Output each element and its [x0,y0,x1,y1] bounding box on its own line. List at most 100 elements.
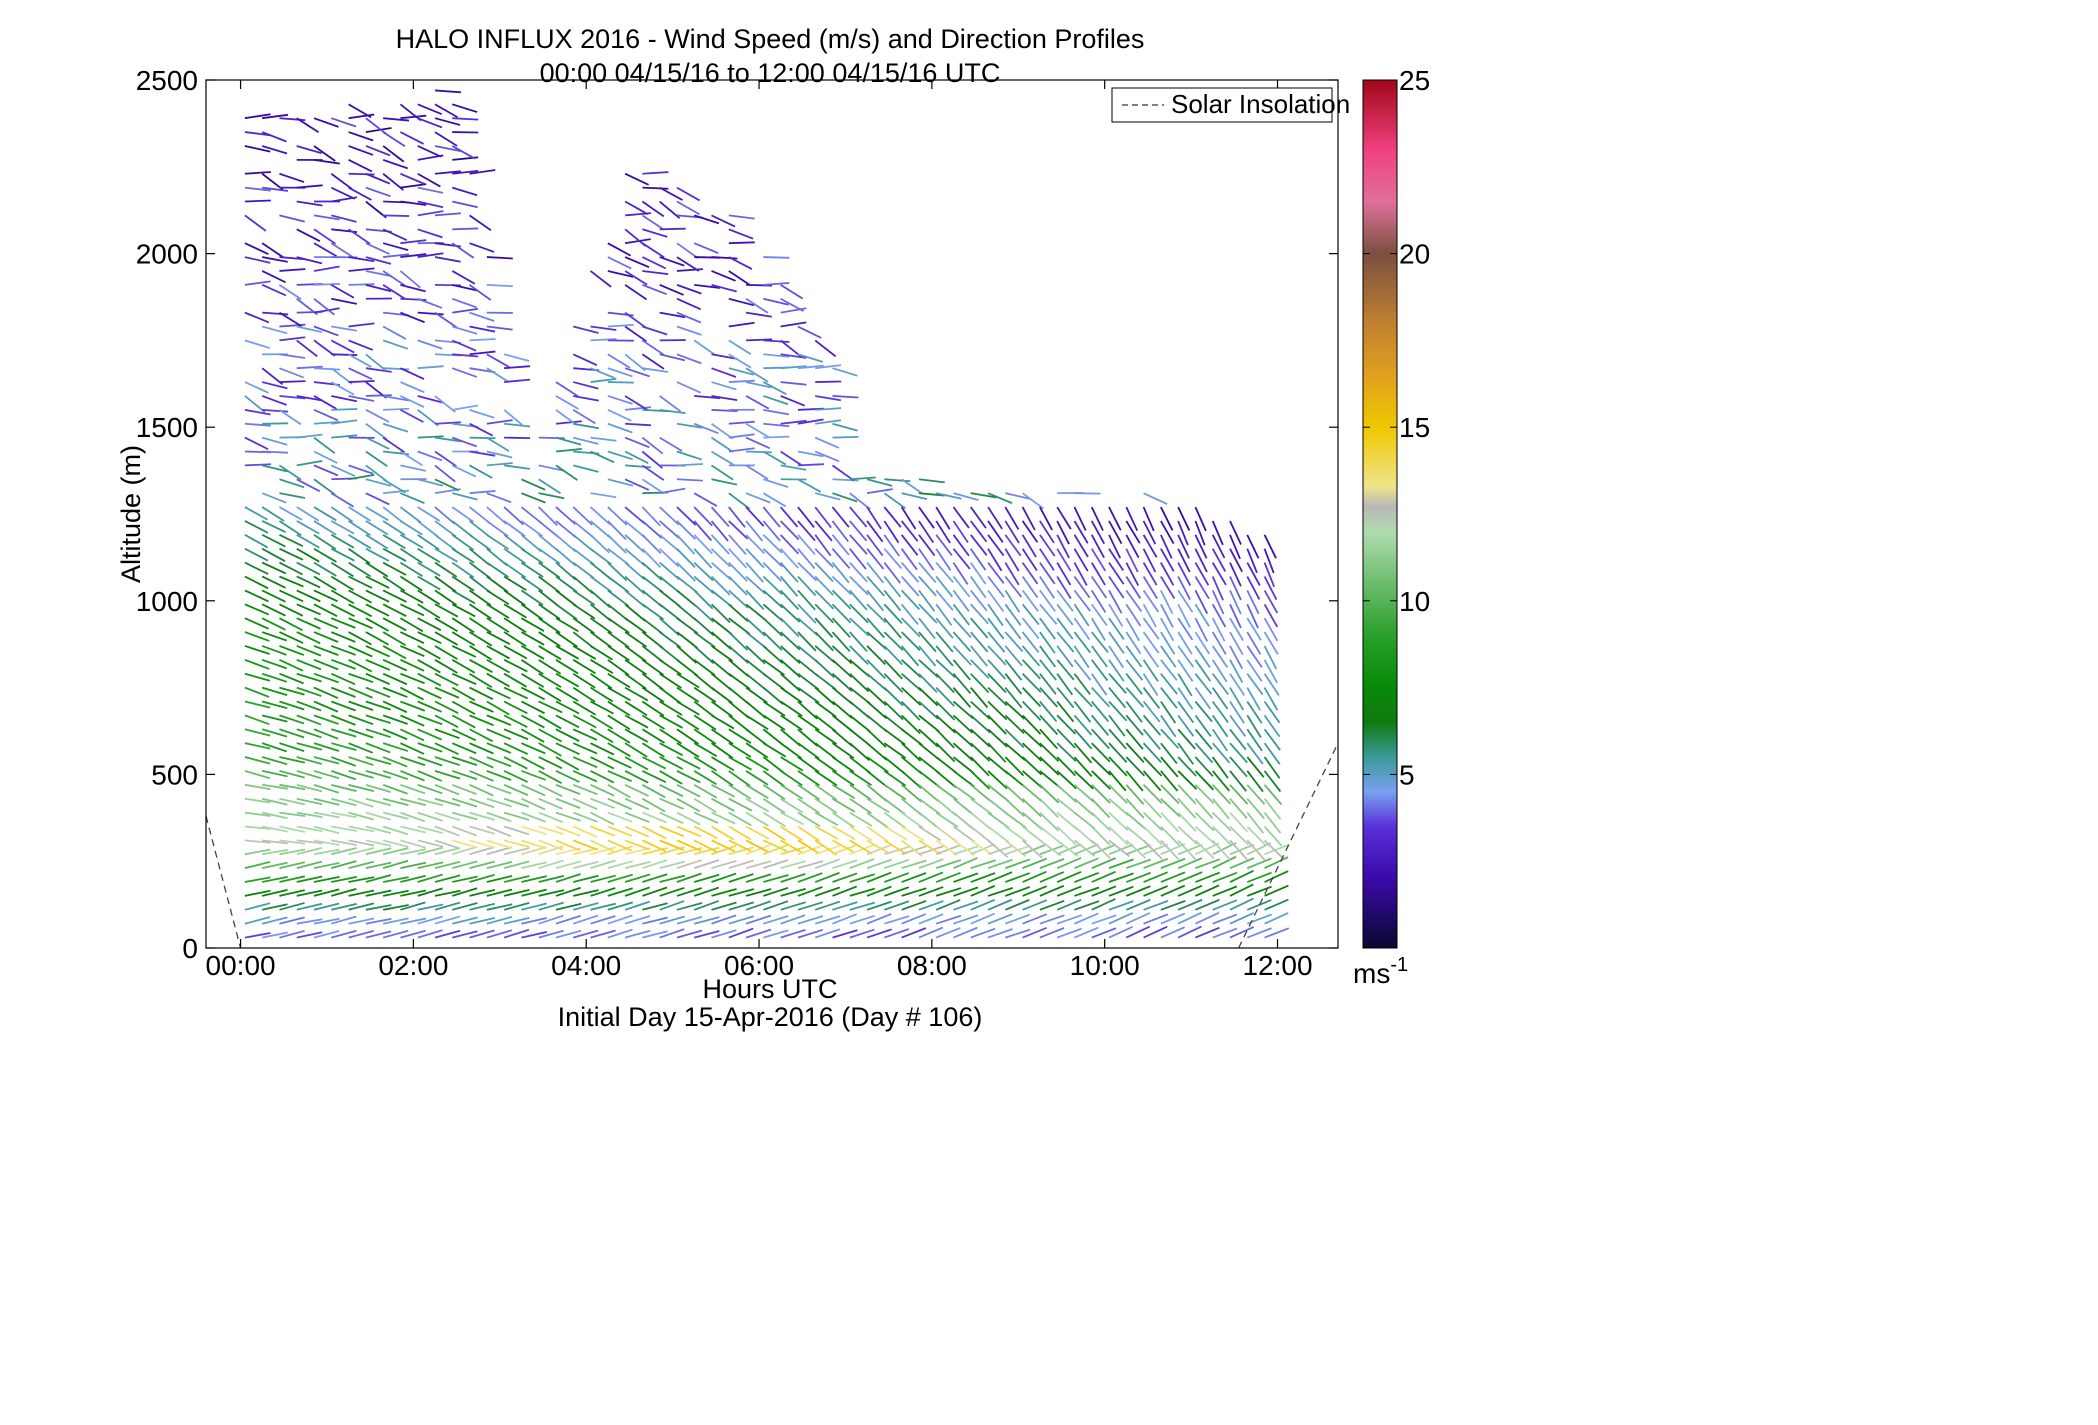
wind-barb [313,631,339,643]
wind-barb [1004,770,1026,789]
wind-barb [555,436,582,446]
wind-barb [900,631,921,652]
wind-barb [313,839,340,847]
wind-barb [1246,839,1266,861]
wind-barb [1039,603,1058,625]
wind-barb [953,886,979,897]
wind-barb [486,645,511,660]
wind-barb [555,839,581,852]
wind-barb [659,797,684,810]
x-tick-label: 02:00 [378,950,448,981]
wind-barb [831,617,851,638]
wind-barb [296,547,320,563]
wind-barb [469,714,494,727]
wind-barb [745,797,770,813]
wind-barb [1090,506,1104,531]
wind-barb [780,728,802,747]
wind-barb [1108,728,1127,750]
wind-barb [538,889,565,897]
wind-barb [555,561,577,581]
wind-barb [935,534,953,557]
wind-barb [1194,728,1213,750]
wind-barb [313,547,337,563]
wind-barb [451,520,474,538]
wind-barb [659,742,684,757]
wind-barb [331,915,357,925]
wind-barb [849,506,868,528]
wind-barb [659,520,680,539]
wind-barb [711,270,736,282]
wind-barb [1246,825,1267,846]
wind-barb [451,436,478,448]
wind-barb [348,742,374,754]
wind-barb [1021,562,1039,585]
wind-barb [1022,927,1048,939]
y-axis-label: Altitude (m) [116,445,146,583]
wind-barb [901,673,922,692]
wind-barb [382,797,409,806]
wind-barb [745,860,772,870]
wind-barb [607,409,632,422]
wind-barb [520,659,544,675]
wind-barb [452,307,479,314]
wind-barb [589,561,612,580]
wind-barb [1108,742,1128,763]
wind-barb [296,534,320,549]
wind-barb [1160,631,1176,655]
wind-barb [486,929,513,939]
wind-barb [607,450,633,461]
wind-barb [1246,576,1261,600]
wind-barb [504,378,531,383]
wind-barb [469,783,494,797]
wind-barb [918,886,944,897]
wind-barb [244,280,271,286]
wind-barb [400,756,426,767]
wind-barb [1091,885,1117,897]
wind-barb [952,562,969,585]
wind-barb [1160,645,1177,668]
wind-barb [676,825,702,838]
wind-barb [244,547,269,562]
wind-barb [1263,714,1281,738]
wind-barb [590,742,615,756]
wind-barb [279,492,306,499]
wind-barb [503,409,525,428]
wind-barb [434,603,459,618]
wind-barb [503,575,527,591]
wind-barb [261,325,288,335]
wind-barb [676,242,699,260]
wind-barb [1177,687,1194,710]
wind-barb [866,603,887,624]
wind-barb [1229,870,1254,883]
wind-barb [1091,870,1116,883]
wind-barb [538,875,565,883]
wind-barb [935,562,954,583]
wind-barb [832,797,856,813]
wind-barb [1108,687,1127,709]
wind-barb [728,447,755,453]
wind-barb [400,917,427,925]
wind-barb [659,672,682,689]
wind-barb [1056,534,1070,559]
wind-barb [1125,603,1142,627]
wind-barb [313,506,337,522]
wind-barb [262,839,289,845]
wind-barb [469,617,492,634]
wind-barb [641,200,665,218]
wind-barb [728,561,748,582]
wind-barb [676,797,701,813]
wind-barb [313,450,338,464]
wind-barb [434,464,456,483]
wind-barb [711,872,737,883]
wind-barb [1263,645,1278,670]
wind-barb [469,728,494,743]
wind-barb [434,929,461,939]
wind-barb [365,381,387,399]
wind-barb [711,436,734,453]
wind-barb [1263,825,1283,847]
wind-barb [780,419,807,425]
wind-barb [382,228,408,241]
wind-barb [1142,506,1155,532]
wind-barb [1108,770,1127,792]
wind-barb [417,409,439,427]
